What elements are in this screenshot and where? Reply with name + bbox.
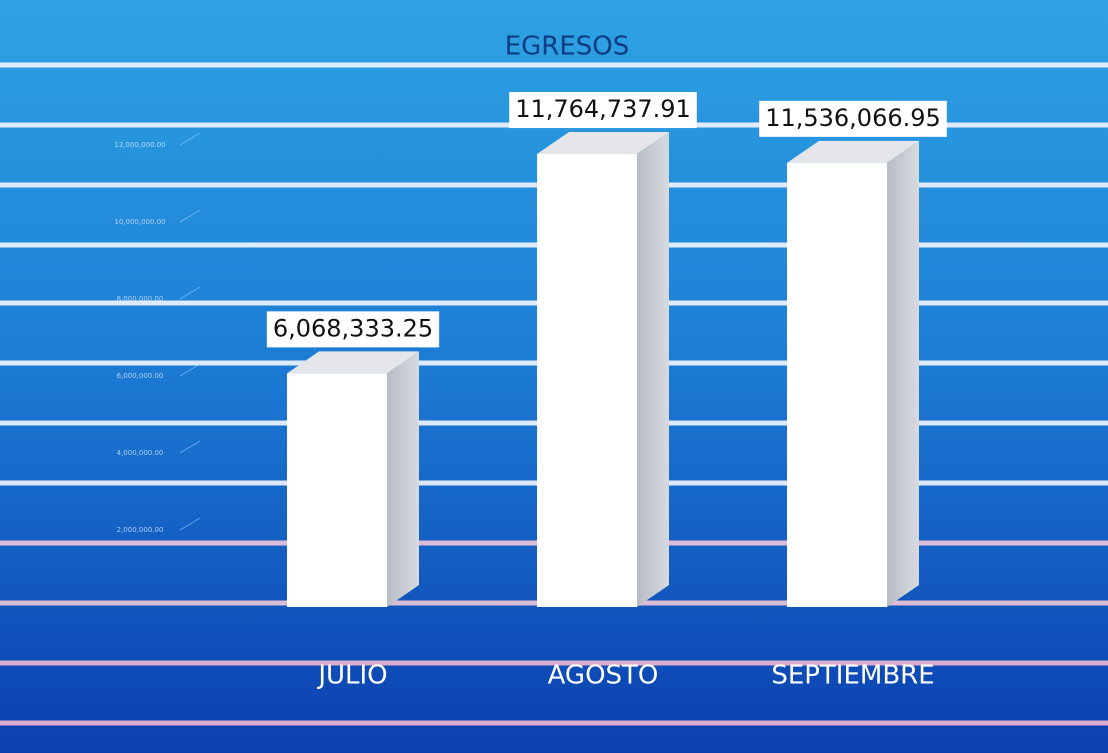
y-tick-label: 6,000,000.00 bbox=[117, 372, 164, 380]
value-label: 11,536,066.95 bbox=[765, 104, 941, 132]
y-tick-label: 10,000,000.00 bbox=[114, 218, 165, 226]
tick-mark bbox=[179, 286, 201, 300]
bar-side bbox=[637, 132, 669, 607]
tick-mark bbox=[179, 440, 201, 454]
value-label: 11,764,737.91 bbox=[515, 95, 691, 123]
x-tick-label: SEPTIEMBRE bbox=[771, 661, 934, 691]
x-tick-label: JULIO bbox=[316, 661, 387, 691]
y-tick-label: 8,000,000.00 bbox=[117, 295, 164, 303]
bar bbox=[787, 162, 887, 607]
y-tick-label: 12,000,000.00 bbox=[114, 141, 165, 149]
y-tick-label: 2,000,000.00 bbox=[117, 526, 164, 534]
value-label-box bbox=[759, 100, 947, 137]
tick-mark bbox=[179, 209, 201, 223]
tick-mark bbox=[179, 132, 201, 146]
bar-top bbox=[287, 351, 419, 374]
value-label-box bbox=[266, 311, 440, 348]
bar bbox=[537, 154, 637, 607]
x-tick-label: AGOSTO bbox=[548, 661, 659, 691]
tick-mark bbox=[179, 363, 201, 377]
value-label-box bbox=[509, 92, 697, 129]
bar-top bbox=[537, 132, 669, 155]
tick-mark bbox=[179, 517, 201, 531]
chart-title: EGRESOS bbox=[505, 32, 630, 62]
value-label: 6,068,333.25 bbox=[273, 314, 433, 342]
bar-top bbox=[787, 140, 919, 163]
bar-side bbox=[387, 351, 419, 607]
bar-side bbox=[887, 140, 919, 607]
y-tick-label: 4,000,000.00 bbox=[117, 449, 164, 457]
bar bbox=[287, 373, 387, 607]
